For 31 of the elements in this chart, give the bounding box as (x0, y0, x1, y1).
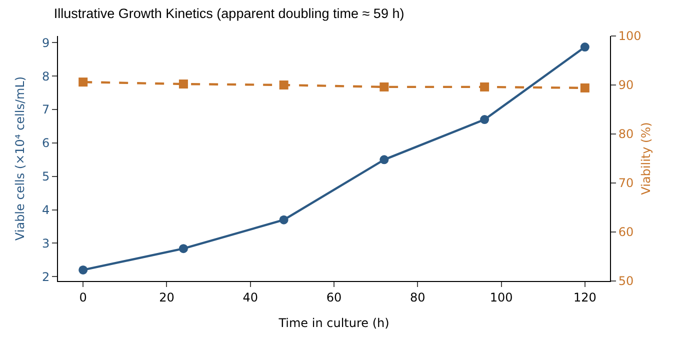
y-tick-label: 7 (42, 102, 50, 117)
x-tick-label: 0 (79, 290, 87, 304)
y2-tick-label: 60 (618, 225, 634, 240)
y2-tick-label: 100 (618, 29, 642, 44)
y-tick-label: 8 (42, 69, 50, 84)
x-tick-label: 100 (490, 290, 513, 304)
point (178, 244, 188, 254)
y-axis-title: Viable cells (×10⁴ cells/mL) (13, 76, 27, 241)
point (380, 155, 389, 164)
point (279, 215, 288, 224)
y-tick-label: 6 (42, 136, 50, 150)
x-tick-label: 80 (410, 290, 426, 304)
y-tick-label: 5 (42, 170, 50, 184)
chart-title: Illustrative Growth Kinetics (apparent doubling time ≈ 59 h) (54, 6, 404, 21)
point (580, 42, 590, 52)
x-tick-label: 120 (573, 290, 596, 304)
y-tick-label: 3 (42, 236, 50, 250)
y-tick-label: 4 (42, 203, 50, 218)
y2-tick-label: 80 (618, 127, 634, 142)
x-tick-label: 20 (159, 290, 174, 304)
x-axis-title: Time in culture (h) (278, 316, 390, 330)
y2-tick-label: 90 (618, 78, 634, 92)
point (78, 265, 88, 274)
y-tick-label: 2 (42, 270, 50, 284)
point (480, 115, 490, 124)
y2-tick-label: 50 (618, 274, 634, 288)
x-tick-label: 40 (242, 290, 258, 304)
y2-tick-label: 70 (618, 176, 634, 190)
y2-axis-title: Viability (%) (639, 122, 653, 195)
y-tick-label: 9 (42, 36, 50, 50)
x-tick-label: 60 (326, 290, 342, 304)
